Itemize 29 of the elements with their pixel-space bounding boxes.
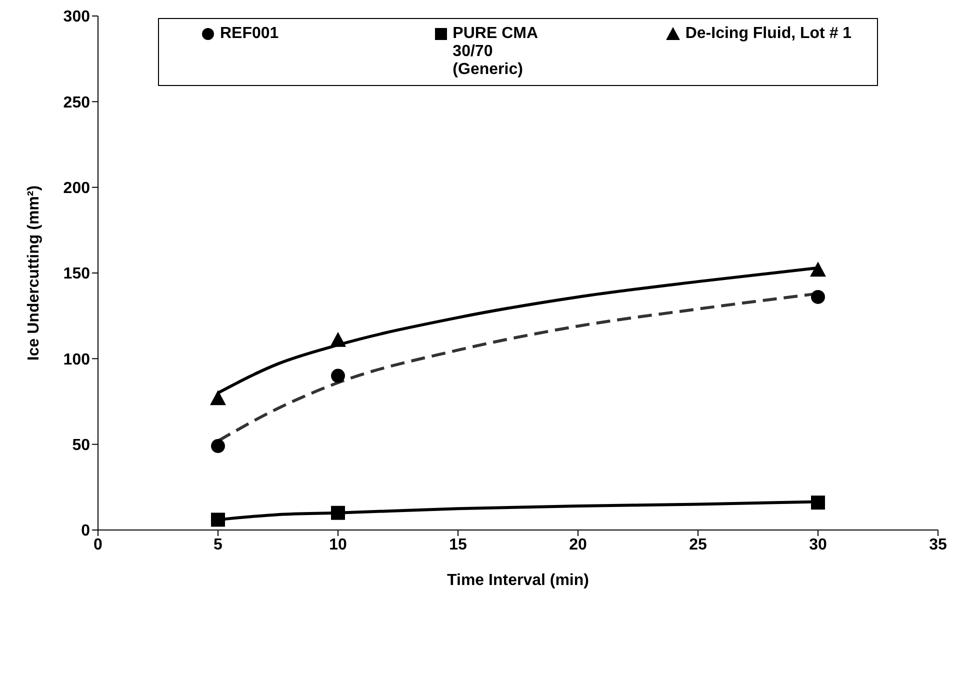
x-tick-label: 15 bbox=[449, 536, 467, 554]
y-tick-label: 100 bbox=[63, 351, 90, 368]
y-tick-label: 300 bbox=[63, 8, 90, 26]
y-tick-label: 150 bbox=[63, 266, 90, 283]
point bbox=[331, 506, 345, 520]
x-tick-label: 5 bbox=[214, 536, 223, 554]
point bbox=[331, 368, 345, 383]
y-tick-label: 50 bbox=[72, 437, 90, 454]
x-tick-label: 35 bbox=[929, 536, 947, 554]
x-tick-label: 30 bbox=[809, 536, 827, 554]
point bbox=[811, 290, 825, 304]
x-tick-label: 0 bbox=[94, 536, 103, 554]
point bbox=[211, 512, 225, 527]
legend-label: PURE CMA 30/70 (Generic) bbox=[452, 25, 538, 79]
x-tick-label: 25 bbox=[689, 536, 707, 554]
point bbox=[811, 496, 825, 510]
y-tick-label: 250 bbox=[63, 94, 90, 112]
point bbox=[210, 390, 226, 406]
x-axis-title: Time Interval (min) bbox=[447, 572, 589, 589]
x-tick-label: 10 bbox=[329, 536, 347, 554]
point bbox=[330, 332, 346, 347]
y-tick-label: 0 bbox=[81, 522, 90, 540]
point bbox=[810, 262, 826, 277]
legend-label: REF001 bbox=[220, 25, 279, 43]
y-tick-label: 200 bbox=[63, 180, 90, 198]
legend-label: De-Icing Fluid, Lot # 1 bbox=[685, 25, 852, 43]
point bbox=[211, 439, 225, 454]
x-tick-label: 20 bbox=[569, 536, 587, 554]
y-axis-title: Ice Undercutting (mm²) bbox=[26, 185, 43, 361]
